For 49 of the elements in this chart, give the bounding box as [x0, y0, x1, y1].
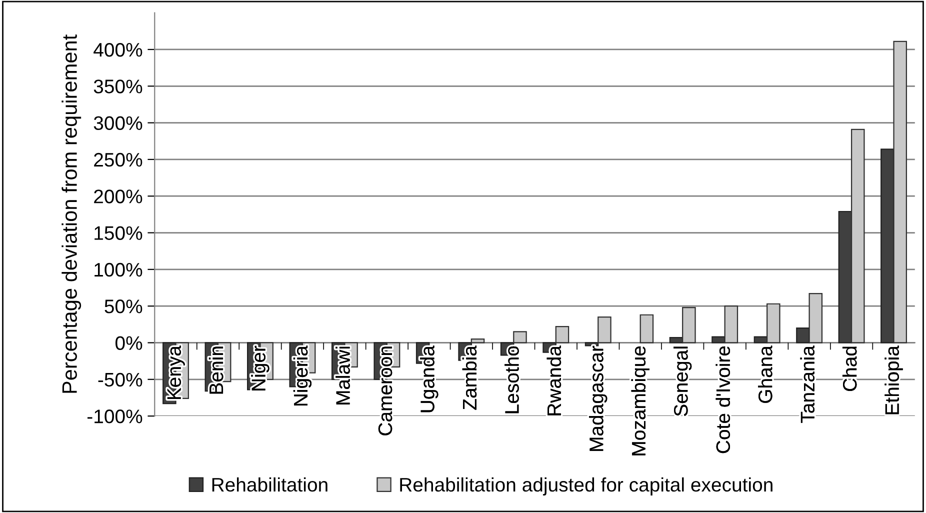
bar: [555, 326, 570, 344]
x-tick-label: Zambia: [462, 346, 477, 410]
y-tick-label: 100%: [94, 262, 142, 277]
y-tick-label: 250%: [94, 152, 142, 167]
bar: [766, 303, 780, 344]
x-tick-label: Chad: [842, 346, 857, 391]
x-tick-label: Rwanda: [546, 346, 562, 416]
y-tick-label: 150%: [94, 226, 142, 240]
x-tick-label: Ethiopia: [884, 346, 903, 414]
bar: [712, 336, 726, 344]
bar: [513, 331, 527, 344]
bar: [640, 314, 654, 344]
y-tick-label: 400%: [94, 42, 142, 57]
y-tick-label: 300%: [94, 116, 142, 130]
bar: [669, 337, 684, 344]
x-tick-label: Uganda: [420, 346, 438, 412]
x-tick-label: Cameroon: [378, 346, 392, 436]
y-tick-label: 200%: [94, 190, 142, 204]
bar: [470, 338, 485, 344]
y-axis-title: Percentage deviation from requirement: [62, 34, 82, 393]
legend-label: Rehabilitation adjusted for capital execution: [400, 477, 772, 496]
x-tick-label: Madagascar: [589, 346, 608, 451]
y-tick-label: 0%: [115, 336, 142, 350]
x-tick-label: Malawi: [336, 346, 350, 404]
y-tick-label: 50%: [104, 300, 142, 314]
x-tick-label: Ghana: [758, 346, 772, 403]
bar: [682, 306, 696, 344]
x-tick-label: Cote d'Ivoire: [716, 346, 730, 454]
x-tick-label: Nigeria: [293, 346, 312, 406]
bar: [850, 128, 865, 344]
bar: [598, 316, 612, 344]
bar: [796, 328, 810, 344]
bar: [754, 336, 768, 344]
x-tick-label: Benin: [208, 346, 224, 394]
x-tick-label: Lesotho: [504, 346, 519, 414]
bar: [893, 40, 907, 344]
legend-label: Rehabilitation: [212, 477, 328, 492]
bar: [880, 148, 894, 344]
x-tick-label: Senegal: [674, 346, 692, 416]
x-tick-label: Tanzania: [800, 346, 815, 423]
bar: [838, 210, 852, 344]
bar: [808, 293, 823, 344]
y-tick-label: -100%: [87, 410, 142, 424]
x-tick-label: Mozambique: [631, 346, 650, 456]
y-tick-label: -50%: [98, 372, 142, 387]
y-tick-label: 350%: [94, 80, 142, 94]
bar: [724, 306, 738, 344]
x-tick-label: Niger: [251, 346, 270, 390]
x-tick-label: Kenya: [167, 346, 185, 400]
